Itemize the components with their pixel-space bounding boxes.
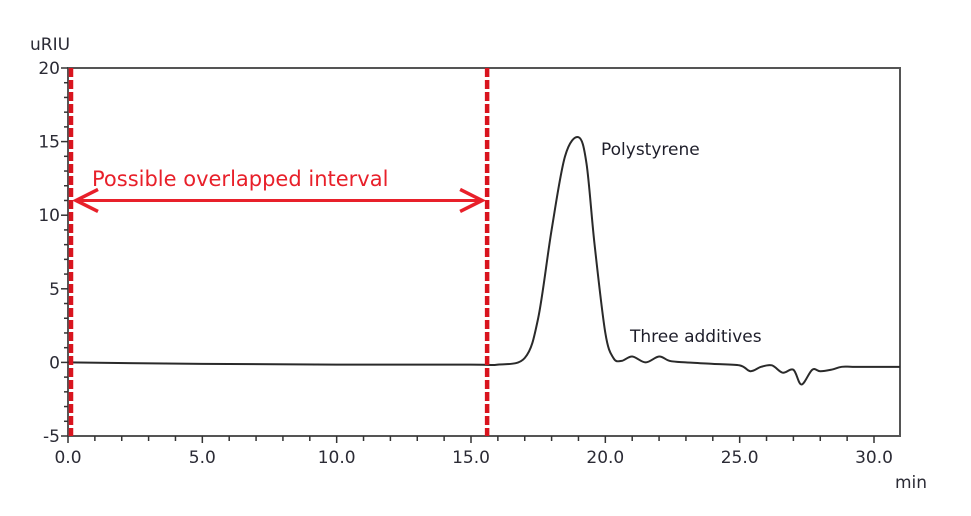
interval-boundary-lines	[68, 68, 490, 436]
three-additives-label: Three additives	[629, 327, 762, 347]
y-tick-label: 0	[49, 353, 60, 373]
plot-frame	[67, 67, 901, 437]
polystyrene-peak-label: Polystyrene	[601, 140, 700, 160]
signal-line	[67, 136, 900, 386]
x-tick-label: 0.0	[54, 448, 81, 468]
y-tick-label: 5	[49, 280, 60, 300]
y-tick-label: 10	[38, 206, 60, 226]
overlapped-interval-label: Possible overlapped interval	[92, 167, 388, 191]
interval-double-arrow	[72, 187, 487, 214]
arrow-right-head-icon	[459, 187, 487, 214]
chromatogram-trace	[67, 136, 900, 386]
x-tick-label: 15.0	[452, 448, 490, 468]
x-tick-label: 10.0	[318, 448, 356, 468]
y-axis-unit-label: uRIU	[30, 35, 70, 55]
x-tick-label: 5.0	[189, 448, 216, 468]
x-tick-label: 20.0	[586, 448, 624, 468]
y-tick-label: 15	[38, 133, 60, 153]
x-tick-label: 25.0	[721, 448, 759, 468]
arrow-left-head-icon	[72, 187, 99, 214]
x-tick-label: 30.0	[855, 448, 893, 468]
x-axis-unit-label: min	[895, 473, 927, 493]
plot-border	[67, 67, 901, 437]
axis-ticks: 0.0 5.0 10.0 15.0 20.0 25.0 30.0 -5 0 5 10 15 20	[38, 59, 893, 468]
y-tick-label: 20	[38, 59, 60, 79]
y-tick-label: -5	[43, 427, 60, 447]
